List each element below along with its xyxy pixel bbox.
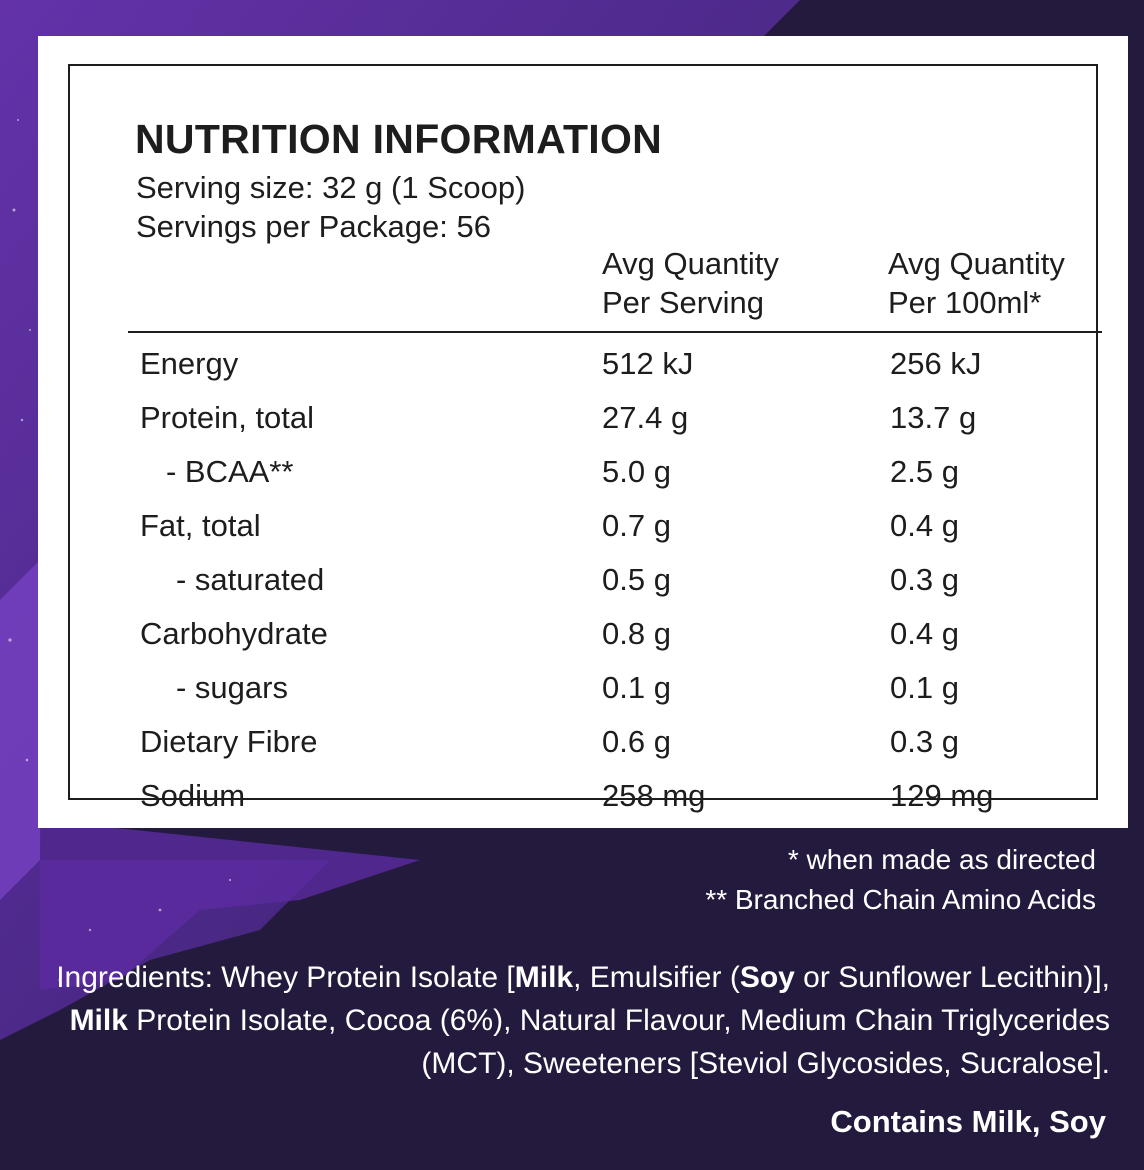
column-header-line: Avg Quantity xyxy=(888,246,1065,281)
allergen-statement: Contains Milk, Soy xyxy=(830,1104,1106,1139)
per-serving-value: 512 kJ xyxy=(602,346,694,381)
table-row: - sugars 0.1 g 0.1 g xyxy=(70,670,1096,724)
header-divider xyxy=(128,331,1102,333)
nutrient-name: Fat, total xyxy=(140,508,261,543)
allergen-highlight: Milk xyxy=(514,961,574,994)
per-serving-value: 5.0 g xyxy=(602,454,671,489)
table-row: Carbohydrate 0.8 g 0.4 g xyxy=(70,616,1096,670)
per-100ml-value: 0.3 g xyxy=(890,724,959,759)
table-row: Sodium 258 mg 129 mg xyxy=(70,778,1096,832)
per-100ml-value: 0.4 g xyxy=(890,616,959,651)
table-row: Dietary Fibre 0.6 g 0.3 g xyxy=(70,724,1096,778)
footnote-bcaa: ** Branched Chain Amino Acids xyxy=(705,884,1096,915)
table-row: - BCAA** 5.0 g 2.5 g xyxy=(70,454,1096,508)
allergen-highlight: Soy xyxy=(739,961,795,994)
nutrient-name: - saturated xyxy=(176,562,325,597)
per-100ml-value: 0.1 g xyxy=(890,670,959,705)
column-header-line: Per Serving xyxy=(602,285,764,320)
per-100ml-value: 129 mg xyxy=(890,778,994,813)
per-100ml-value: 0.4 g xyxy=(890,508,959,543)
nutrient-name: Sodium xyxy=(140,778,246,813)
per-100ml-value: 256 kJ xyxy=(890,346,982,381)
nutrient-name: - BCAA** xyxy=(166,454,294,489)
servings-per-package: Servings per Package: 56 xyxy=(136,209,491,244)
per-100ml-value: 13.7 g xyxy=(890,400,977,435)
table-row: Fat, total 0.7 g 0.4 g xyxy=(70,508,1096,562)
nutrient-name: Protein, total xyxy=(140,400,315,435)
per-serving-value: 0.6 g xyxy=(602,724,671,759)
per-100ml-value: 2.5 g xyxy=(890,454,959,489)
nutrient-name: - sugars xyxy=(176,670,288,705)
nutrient-name: Energy xyxy=(140,346,239,381)
column-header-line: Avg Quantity xyxy=(602,246,779,281)
footnotes: * when made as directed ** Branched Chai… xyxy=(705,840,1096,920)
nutrient-name: Dietary Fibre xyxy=(140,724,318,759)
nutrient-name: Carbohydrate xyxy=(140,616,328,651)
ingredients-part: Protein Isolate, Cocoa (6%), Natural Fla… xyxy=(127,1004,1110,1080)
serving-size: Serving size: 32 g (1 Scoop) xyxy=(136,170,526,205)
panel-title: NUTRITION INFORMATION xyxy=(135,116,663,162)
serving-info: Serving size: 32 g (1 Scoop) Servings pe… xyxy=(136,168,525,246)
per-100ml-value: 0.3 g xyxy=(890,562,959,597)
table-row: - saturated 0.5 g 0.3 g xyxy=(70,562,1096,616)
footnote-made-as-directed: * when made as directed xyxy=(787,844,1096,875)
ingredients-part: , Emulsifier ( xyxy=(573,961,740,994)
nutrition-panel: NUTRITION INFORMATION Serving size: 32 g… xyxy=(38,36,1128,828)
per-serving-value: 0.7 g xyxy=(602,508,671,543)
per-serving-value: 0.8 g xyxy=(602,616,671,651)
per-serving-value: 27.4 g xyxy=(602,400,689,435)
per-serving-value: 258 mg xyxy=(602,778,706,813)
ingredients-part: Ingredients: Whey Protein Isolate [ xyxy=(56,961,515,994)
column-header-per-100ml: Avg Quantity Per 100ml* xyxy=(888,244,1065,322)
ingredients-text: Ingredients: Whey Protein Isolate [Milk,… xyxy=(20,956,1110,1085)
per-serving-value: 0.1 g xyxy=(602,670,671,705)
per-serving-value: 0.5 g xyxy=(602,562,671,597)
ingredients-part: or Sunflower Lecithin)], xyxy=(794,961,1110,994)
column-header-line: Per 100ml* xyxy=(888,285,1042,320)
table-row: Protein, total 27.4 g 13.7 g xyxy=(70,400,1096,454)
table-row: Energy 512 kJ 256 kJ xyxy=(70,346,1096,400)
column-header-per-serving: Avg Quantity Per Serving xyxy=(602,244,779,322)
allergen-highlight: Milk xyxy=(69,1004,128,1037)
nutrition-table-frame: NUTRITION INFORMATION Serving size: 32 g… xyxy=(68,64,1102,813)
